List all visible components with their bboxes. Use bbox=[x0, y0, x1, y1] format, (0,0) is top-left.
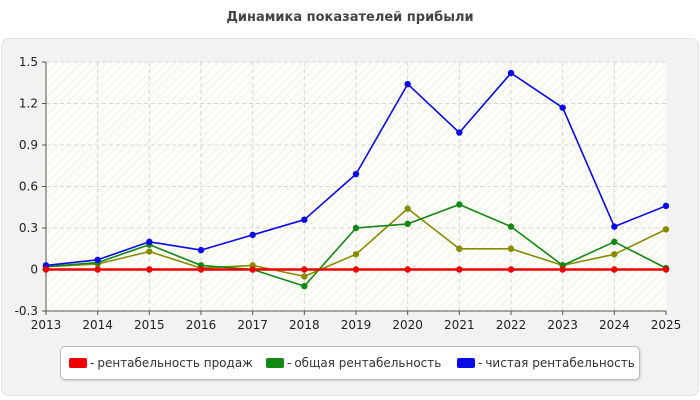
x-tick-label: 2013 bbox=[31, 318, 62, 332]
legend-label: чистая рентабельность bbox=[485, 356, 635, 370]
data-point-ee0000 bbox=[456, 266, 463, 273]
y-tick-label: 0.6 bbox=[19, 180, 38, 194]
data-point-ee0000 bbox=[249, 266, 256, 273]
data-point-ee0000 bbox=[404, 266, 411, 273]
data-point-ee0000 bbox=[301, 266, 308, 273]
data-point-ee0000 bbox=[611, 266, 618, 273]
x-tick-label: 2024 bbox=[599, 318, 630, 332]
data-point-ee0000 bbox=[352, 266, 360, 273]
data-point-8a8a00 bbox=[456, 245, 463, 252]
series-layer bbox=[42, 69, 670, 290]
data-point-ee0000 bbox=[94, 266, 101, 273]
x-tick-label: 2020 bbox=[392, 318, 423, 332]
data-point-0a0ae6 bbox=[507, 69, 515, 77]
x-tick-label: 2021 bbox=[444, 318, 475, 332]
data-point-0a0ae6 bbox=[456, 129, 463, 136]
data-point-0a0ae6 bbox=[146, 238, 153, 246]
x-tick-label: 2019 bbox=[341, 318, 372, 332]
data-point-8a8a00 bbox=[507, 245, 515, 252]
data-point-0a0ae6 bbox=[611, 223, 618, 230]
data-point-118811 bbox=[611, 238, 618, 246]
x-tick-label: 2017 bbox=[237, 318, 268, 332]
x-tick-label: 2015 bbox=[134, 318, 165, 332]
legend-swatch-blue bbox=[457, 358, 475, 368]
y-tick-label: 0.3 bbox=[19, 221, 38, 235]
x-tick-label: 2016 bbox=[186, 318, 217, 332]
data-point-ee0000 bbox=[662, 266, 670, 273]
data-point-0a0ae6 bbox=[559, 104, 566, 111]
legend-dash: - bbox=[478, 356, 483, 370]
y-tick-label: 0.9 bbox=[19, 138, 38, 152]
data-point-118811 bbox=[404, 220, 411, 228]
legend-item-total-profitability: - общая рентабельность bbox=[266, 347, 441, 379]
data-point-8a8a00 bbox=[662, 226, 670, 233]
data-point-118811 bbox=[456, 201, 463, 208]
data-point-8a8a00 bbox=[146, 248, 153, 255]
y-tick-label: 1.5 bbox=[19, 55, 38, 69]
x-tick-label: 2023 bbox=[547, 318, 578, 332]
data-point-118811 bbox=[507, 223, 515, 230]
legend: - рентабельность продаж - общая рентабельн… bbox=[60, 346, 640, 380]
data-point-118811 bbox=[301, 282, 308, 290]
legend-dash: - bbox=[287, 356, 292, 370]
y-tick-label: 1.2 bbox=[19, 97, 38, 111]
y-tick-label: 0 bbox=[30, 263, 38, 277]
data-point-0a0ae6 bbox=[662, 202, 670, 210]
data-point-8a8a00 bbox=[352, 251, 360, 258]
data-point-8a8a00 bbox=[301, 273, 308, 280]
data-point-0a0ae6 bbox=[94, 256, 101, 264]
legend-dash: - bbox=[90, 356, 95, 370]
chart-title: Динамика показателей прибыли bbox=[226, 10, 474, 25]
legend-item-sales-profitability: - рентабельность продаж bbox=[69, 347, 253, 379]
legend-swatch-red bbox=[69, 358, 87, 368]
data-point-0a0ae6 bbox=[404, 80, 411, 88]
data-point-ee0000 bbox=[507, 266, 515, 273]
data-point-0a0ae6 bbox=[197, 246, 205, 254]
data-point-8a8a00 bbox=[611, 251, 618, 258]
data-point-0a0ae6 bbox=[352, 170, 360, 178]
legend-label: общая рентабельность bbox=[294, 356, 442, 370]
data-point-ee0000 bbox=[559, 266, 566, 273]
data-point-ee0000 bbox=[146, 266, 153, 273]
data-point-ee0000 bbox=[42, 266, 50, 273]
legend-item-net-profitability: - чистая рентабельность bbox=[457, 347, 635, 379]
data-point-118811 bbox=[352, 224, 360, 232]
x-tick-label: 2014 bbox=[82, 318, 113, 332]
y-tick-label: -0.3 bbox=[15, 304, 38, 318]
data-point-0a0ae6 bbox=[249, 231, 256, 239]
axis-layer: -0.3 0 0.3 0.6 0.9 1.2 1.5 2013 2014 2015 2016 2017… bbox=[15, 55, 682, 332]
data-point-8a8a00 bbox=[404, 205, 411, 212]
data-point-0a0ae6 bbox=[301, 216, 308, 223]
x-tick-label: 2022 bbox=[496, 318, 527, 332]
legend-swatch-green bbox=[266, 358, 284, 368]
x-tick-label: 2025 bbox=[651, 318, 682, 332]
data-point-ee0000 bbox=[197, 266, 205, 273]
legend-label: рентабельность продаж bbox=[97, 356, 253, 370]
x-tick-label: 2018 bbox=[289, 318, 320, 332]
